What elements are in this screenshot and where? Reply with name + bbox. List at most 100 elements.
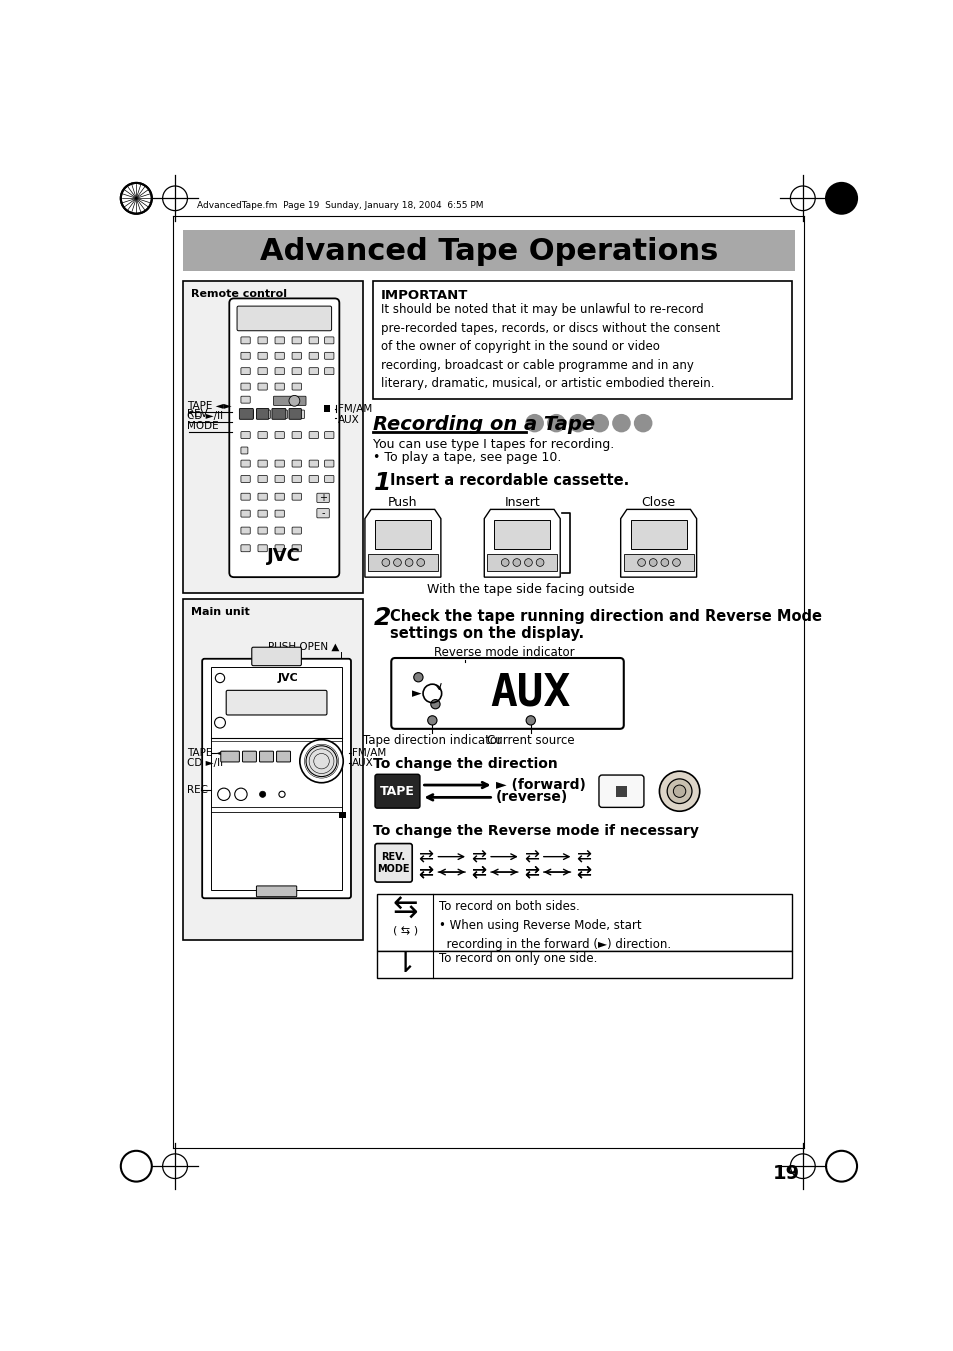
- Text: (reverse): (reverse): [496, 790, 568, 804]
- Text: CD ►/II: CD ►/II: [187, 758, 223, 769]
- Circle shape: [431, 700, 439, 709]
- FancyBboxPatch shape: [309, 431, 318, 439]
- FancyBboxPatch shape: [241, 511, 250, 517]
- Bar: [183, 230, 794, 272]
- Circle shape: [633, 413, 652, 432]
- Circle shape: [525, 413, 543, 432]
- Text: AUX: AUX: [490, 671, 570, 715]
- FancyBboxPatch shape: [241, 384, 250, 390]
- FancyBboxPatch shape: [241, 527, 250, 534]
- Circle shape: [590, 413, 608, 432]
- Bar: [323, 405, 330, 412]
- Text: Main unit: Main unit: [191, 607, 249, 617]
- FancyBboxPatch shape: [274, 336, 284, 345]
- Text: 2: 2: [373, 607, 391, 631]
- Circle shape: [299, 739, 343, 782]
- Bar: [623, 554, 693, 571]
- Text: To change the direction: To change the direction: [373, 757, 558, 770]
- FancyBboxPatch shape: [274, 493, 284, 500]
- FancyBboxPatch shape: [292, 336, 301, 345]
- Circle shape: [536, 559, 543, 566]
- Text: TAPE ◄►: TAPE ◄►: [187, 748, 231, 758]
- Circle shape: [568, 413, 587, 432]
- Bar: [377, 893, 791, 951]
- FancyBboxPatch shape: [274, 527, 284, 534]
- FancyBboxPatch shape: [236, 307, 332, 331]
- FancyBboxPatch shape: [257, 411, 270, 419]
- FancyBboxPatch shape: [289, 408, 301, 419]
- FancyBboxPatch shape: [229, 299, 339, 577]
- FancyBboxPatch shape: [309, 353, 318, 359]
- Text: ⇆: ⇆: [392, 894, 417, 924]
- Text: AUX: AUX: [337, 415, 359, 424]
- Bar: [339, 812, 345, 819]
- Text: ⇄: ⇄: [418, 847, 433, 866]
- FancyBboxPatch shape: [259, 751, 274, 762]
- Text: To record on only one side.: To record on only one side.: [439, 952, 598, 965]
- FancyBboxPatch shape: [274, 511, 284, 517]
- FancyBboxPatch shape: [241, 493, 250, 500]
- FancyBboxPatch shape: [324, 476, 334, 482]
- Text: CD ►/II: CD ►/II: [187, 411, 223, 422]
- Polygon shape: [484, 509, 559, 577]
- Circle shape: [416, 559, 424, 566]
- Text: JVC: JVC: [267, 547, 301, 565]
- FancyBboxPatch shape: [375, 843, 412, 882]
- Circle shape: [525, 716, 535, 725]
- Text: Recording on a Tape: Recording on a Tape: [373, 415, 595, 434]
- FancyBboxPatch shape: [241, 353, 250, 359]
- Text: +: +: [318, 493, 327, 503]
- Text: IMPORTANT: IMPORTANT: [381, 289, 468, 303]
- FancyBboxPatch shape: [309, 461, 318, 467]
- Text: ⇄: ⇄: [418, 863, 433, 881]
- FancyBboxPatch shape: [256, 408, 269, 419]
- Circle shape: [825, 182, 856, 213]
- FancyBboxPatch shape: [274, 476, 284, 482]
- FancyBboxPatch shape: [292, 476, 301, 482]
- Text: -: -: [321, 508, 324, 519]
- FancyBboxPatch shape: [257, 544, 267, 551]
- Circle shape: [500, 559, 509, 566]
- Text: ►: ►: [412, 686, 421, 700]
- FancyBboxPatch shape: [241, 461, 250, 467]
- FancyBboxPatch shape: [202, 659, 351, 898]
- Circle shape: [612, 413, 630, 432]
- FancyBboxPatch shape: [239, 408, 253, 419]
- FancyBboxPatch shape: [274, 384, 284, 390]
- FancyBboxPatch shape: [292, 461, 301, 467]
- FancyBboxPatch shape: [292, 544, 301, 551]
- FancyBboxPatch shape: [292, 527, 301, 534]
- FancyBboxPatch shape: [324, 461, 334, 467]
- Circle shape: [672, 559, 679, 566]
- Text: Close: Close: [641, 496, 675, 508]
- Circle shape: [524, 559, 532, 566]
- Text: ⇄: ⇄: [576, 863, 591, 881]
- Text: With the tape side facing outside: With the tape side facing outside: [427, 584, 634, 596]
- Circle shape: [660, 559, 668, 566]
- FancyBboxPatch shape: [241, 367, 250, 374]
- Circle shape: [394, 559, 401, 566]
- FancyBboxPatch shape: [274, 431, 284, 439]
- Text: ⇄: ⇄: [471, 863, 486, 881]
- Text: PUSH OPEN ▲: PUSH OPEN ▲: [268, 642, 339, 653]
- FancyBboxPatch shape: [257, 353, 267, 359]
- Text: Current source: Current source: [486, 734, 574, 747]
- Text: ⇄: ⇄: [471, 863, 486, 881]
- FancyBboxPatch shape: [274, 353, 284, 359]
- Text: ⇄: ⇄: [576, 847, 591, 866]
- FancyBboxPatch shape: [292, 411, 304, 419]
- Bar: [183, 281, 362, 593]
- FancyBboxPatch shape: [274, 396, 306, 405]
- FancyBboxPatch shape: [257, 367, 267, 374]
- Text: TAPE: TAPE: [379, 785, 415, 797]
- FancyBboxPatch shape: [292, 493, 301, 500]
- Circle shape: [405, 559, 413, 566]
- FancyBboxPatch shape: [241, 336, 250, 345]
- FancyBboxPatch shape: [220, 751, 239, 762]
- FancyBboxPatch shape: [274, 411, 287, 419]
- FancyBboxPatch shape: [242, 751, 256, 762]
- Text: 19: 19: [772, 1163, 799, 1182]
- Bar: [377, 951, 791, 978]
- Circle shape: [306, 746, 336, 777]
- FancyBboxPatch shape: [241, 544, 250, 551]
